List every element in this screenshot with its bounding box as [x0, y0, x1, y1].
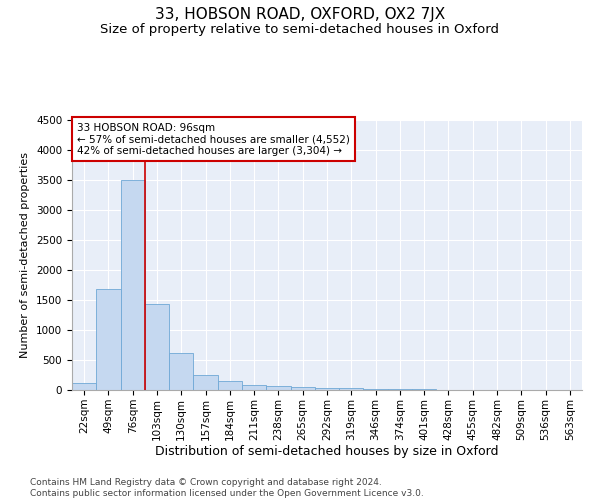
Bar: [388, 389, 412, 390]
Y-axis label: Number of semi-detached properties: Number of semi-detached properties: [20, 152, 31, 358]
Bar: [266, 386, 290, 390]
Text: 33, HOBSON ROAD, OXFORD, OX2 7JX: 33, HOBSON ROAD, OXFORD, OX2 7JX: [155, 8, 445, 22]
Text: Size of property relative to semi-detached houses in Oxford: Size of property relative to semi-detach…: [101, 22, 499, 36]
Bar: [169, 353, 193, 390]
Bar: [242, 384, 266, 390]
Bar: [290, 386, 315, 390]
Bar: [193, 374, 218, 390]
Bar: [218, 380, 242, 390]
Bar: [315, 388, 339, 390]
Bar: [364, 388, 388, 390]
Bar: [339, 388, 364, 390]
Text: 33 HOBSON ROAD: 96sqm
← 57% of semi-detached houses are smaller (4,552)
42% of s: 33 HOBSON ROAD: 96sqm ← 57% of semi-deta…: [77, 122, 350, 156]
X-axis label: Distribution of semi-detached houses by size in Oxford: Distribution of semi-detached houses by …: [155, 446, 499, 458]
Bar: [145, 304, 169, 390]
Bar: [72, 384, 96, 390]
Text: Contains HM Land Registry data © Crown copyright and database right 2024.
Contai: Contains HM Land Registry data © Crown c…: [30, 478, 424, 498]
Bar: [121, 180, 145, 390]
Bar: [96, 289, 121, 390]
